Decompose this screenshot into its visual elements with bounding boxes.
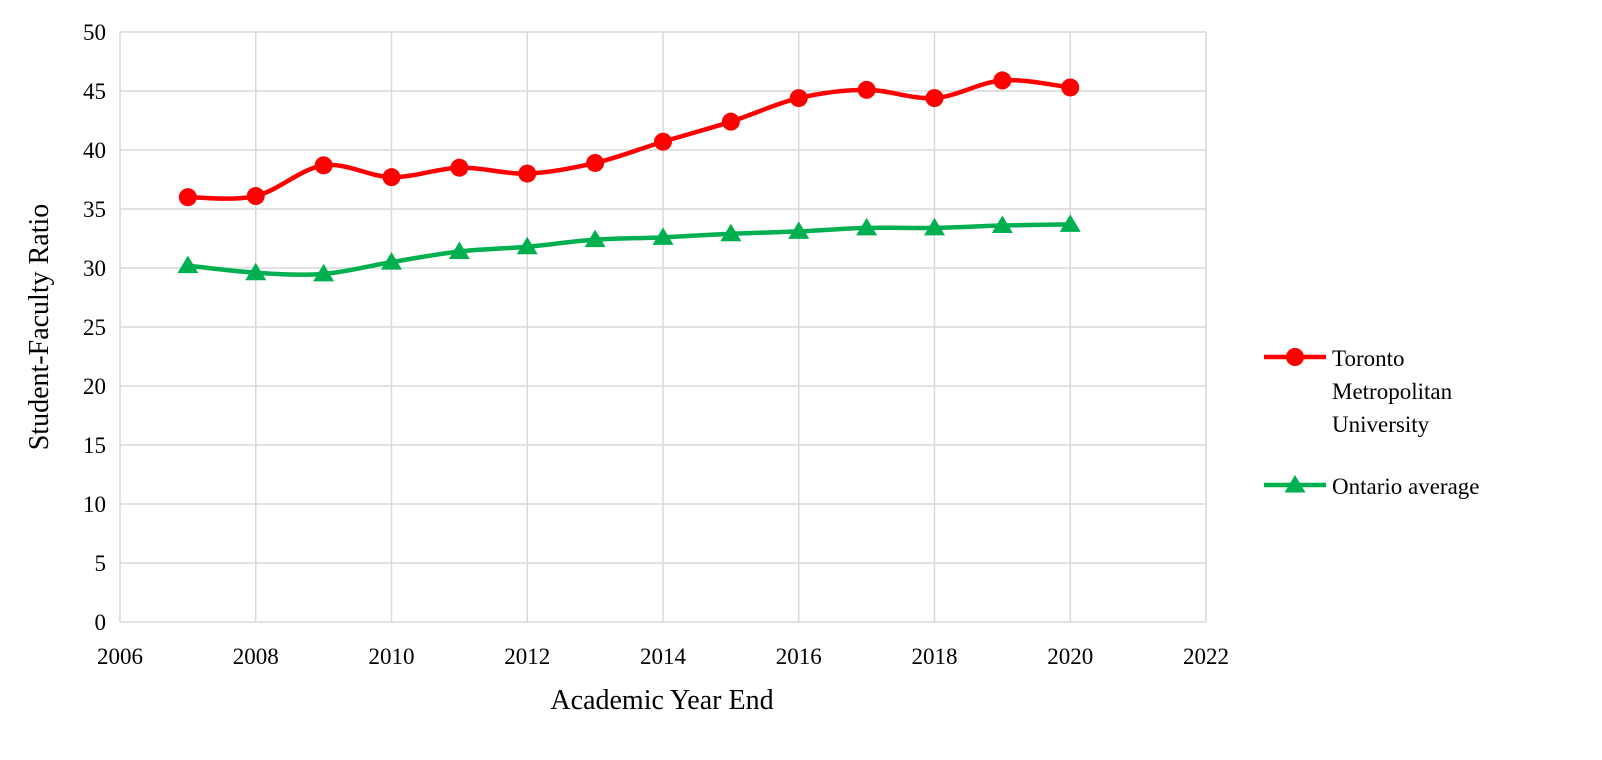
data-point bbox=[924, 217, 945, 236]
x-tick-label: 2010 bbox=[369, 644, 415, 669]
x-tick-label: 2016 bbox=[776, 644, 822, 669]
y-tick-label: 35 bbox=[83, 197, 106, 222]
y-tick-label: 45 bbox=[83, 79, 106, 104]
legend-item: Toronto Metropolitan University bbox=[1264, 346, 1453, 437]
data-point bbox=[246, 187, 265, 206]
series-toronto-metropolitan-university bbox=[178, 71, 1080, 207]
legend-label: University bbox=[1332, 412, 1430, 437]
data-point bbox=[448, 241, 470, 259]
data-point bbox=[720, 223, 742, 242]
series-ontario-average bbox=[177, 214, 1081, 282]
y-tick-label: 5 bbox=[95, 551, 107, 576]
data-point bbox=[245, 262, 267, 281]
y-tick-label: 40 bbox=[83, 138, 106, 163]
x-tick-label: 2014 bbox=[640, 644, 687, 669]
y-tick-label: 0 bbox=[95, 610, 107, 635]
series-layer bbox=[177, 71, 1081, 282]
data-point bbox=[788, 221, 810, 239]
data-point bbox=[925, 89, 944, 108]
y-axis-title: Student-Faculty Ratio bbox=[24, 204, 55, 451]
y-tick-label: 30 bbox=[83, 256, 106, 281]
data-point bbox=[313, 263, 335, 282]
legend-label: Metropolitan bbox=[1332, 379, 1453, 404]
data-point bbox=[450, 158, 469, 177]
data-point bbox=[381, 252, 402, 270]
legend-label: Toronto bbox=[1332, 346, 1405, 371]
x-tick-label: 2022 bbox=[1183, 644, 1229, 669]
data-point bbox=[721, 112, 740, 131]
data-point bbox=[991, 215, 1013, 234]
y-tick-label: 15 bbox=[83, 433, 106, 458]
data-point bbox=[382, 168, 401, 187]
series-line bbox=[185, 222, 1073, 277]
data-point bbox=[1059, 214, 1081, 232]
y-axis-ticks: 0 5 10 15 20 25 30 35 40 45 50 bbox=[83, 20, 106, 635]
data-point bbox=[654, 132, 672, 151]
x-tick-label: 2020 bbox=[1047, 644, 1093, 669]
data-point bbox=[857, 80, 876, 99]
data-point bbox=[516, 236, 538, 255]
data-point bbox=[177, 255, 199, 274]
data-point bbox=[789, 89, 808, 108]
x-axis-ticks: 2006 2008 2010 2012 2014 2016 2018 2020 2022 bbox=[97, 644, 1229, 669]
data-point bbox=[314, 156, 333, 175]
data-point bbox=[518, 164, 537, 183]
y-tick-label: 50 bbox=[83, 20, 106, 45]
x-tick-label: 2006 bbox=[97, 644, 143, 669]
data-point bbox=[993, 71, 1012, 90]
legend-label: Ontario average bbox=[1332, 474, 1480, 499]
y-tick-label: 10 bbox=[83, 492, 106, 517]
y-tick-label: 25 bbox=[83, 315, 106, 340]
legend-marker bbox=[1286, 348, 1304, 366]
x-axis-title: Academic Year End bbox=[550, 685, 773, 716]
legend: Toronto Metropolitan University Ontario ave… bbox=[1264, 346, 1480, 499]
data-point bbox=[856, 217, 878, 236]
y-tick-label: 20 bbox=[83, 374, 106, 399]
x-tick-label: 2008 bbox=[233, 644, 279, 669]
data-point bbox=[584, 229, 606, 248]
data-point bbox=[586, 153, 605, 172]
data-point bbox=[178, 188, 197, 207]
gridlines bbox=[119, 31, 1207, 623]
x-tick-label: 2018 bbox=[912, 644, 958, 669]
data-point bbox=[1061, 78, 1080, 97]
legend-item: Ontario average bbox=[1264, 474, 1480, 499]
x-tick-label: 2012 bbox=[504, 644, 550, 669]
legend-marker bbox=[1284, 475, 1306, 493]
data-point bbox=[652, 227, 674, 245]
